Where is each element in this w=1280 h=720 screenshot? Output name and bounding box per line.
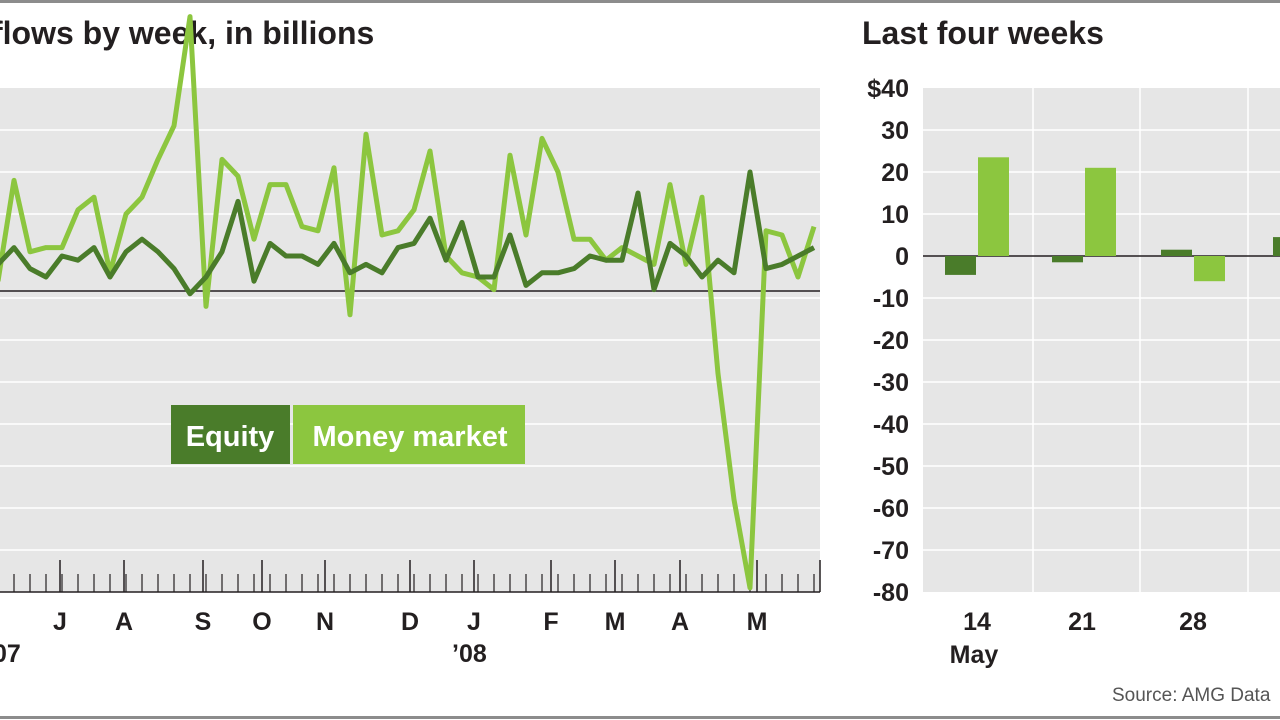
top-border: [0, 0, 1280, 3]
month-label: N: [316, 608, 334, 636]
month-label: O: [252, 608, 271, 636]
month-label: A: [115, 608, 133, 636]
right-y-tick-label: -70: [873, 537, 909, 565]
money-market-bar: [978, 157, 1009, 256]
right-y-tick-label: -20: [873, 327, 909, 355]
right-x-tick-label: 21: [1068, 608, 1096, 636]
may-label: May: [950, 641, 999, 669]
money-market-bar: [1194, 256, 1225, 282]
equity-bar-partial: [1273, 237, 1280, 256]
money-market-bar: [1085, 167, 1116, 256]
month-label: S: [195, 608, 212, 636]
right-x-tick-label: 14: [963, 608, 991, 636]
month-label: A: [671, 608, 689, 636]
right-y-tick-label: -10: [873, 285, 909, 313]
month-label: J: [467, 608, 481, 636]
right-y-tick-label: 20: [881, 159, 909, 187]
month-label: D: [401, 608, 419, 636]
year-label-07: ’07: [0, 640, 21, 668]
right-y-tick-label: $40: [867, 75, 909, 103]
right-y-tick-label: 30: [881, 117, 909, 145]
right-x-tick-label: 28: [1179, 608, 1207, 636]
equity-line: [0, 169, 816, 297]
right-y-tick-label: -60: [873, 495, 909, 523]
month-label: M: [747, 608, 768, 636]
right-y-tick-label: 0: [895, 243, 909, 271]
equity-bar: [1161, 249, 1192, 256]
right-chart-title: Last four weeks: [862, 15, 1104, 51]
right-y-tick-label: -30: [873, 369, 909, 397]
legend-money-market-label: Money market: [312, 421, 507, 453]
month-label: F: [543, 608, 558, 636]
bottom-border: [0, 716, 1280, 719]
month-label: J: [53, 608, 67, 636]
money-market-line: [0, 14, 817, 591]
legend-equity-swatch: [171, 405, 290, 464]
year-label-08: ’08: [452, 640, 487, 668]
legend-money-market-swatch: [293, 405, 525, 464]
equity-bar: [1052, 256, 1083, 263]
month-label: M: [605, 608, 626, 636]
legend-equity-label: Equity: [186, 421, 275, 453]
right-y-tick-label: -50: [873, 453, 909, 481]
equity-bar: [945, 256, 976, 275]
right-y-tick-label: -40: [873, 411, 909, 439]
source-note: Source: AMG Data: [1112, 685, 1271, 706]
right-y-tick-label: -80: [873, 579, 909, 607]
right-y-tick-label: 10: [881, 201, 909, 229]
